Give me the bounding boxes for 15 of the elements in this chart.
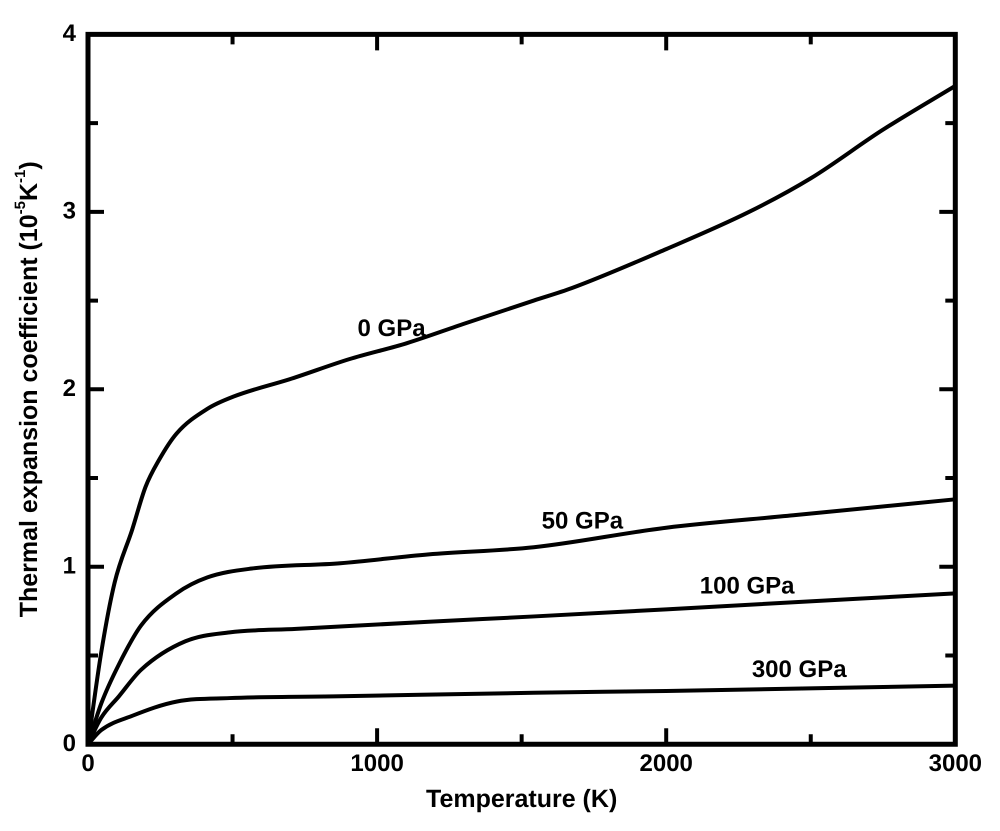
series-label: 0 GPa [358,315,426,342]
x-tick-label: 0 [81,750,95,778]
x-tick-label: 2000 [640,750,693,778]
x-axis-title: Temperature (K) [426,784,618,813]
y-tick-label: 1 [62,552,76,580]
series-label: 300 GPa [752,656,848,684]
series-label: 100 GPa [700,572,796,600]
x-tick-label: 3000 [928,750,982,778]
y-tick-label: 2 [62,374,76,402]
y-axis-title: Thermal expansion coefficient (10-5K-1) [12,161,43,618]
y-tick-label: 3 [62,197,76,224]
x-tick-label: 1000 [350,750,404,778]
y-tick-label: 0 [62,730,76,757]
y-tick-label: 4 [62,20,77,48]
series-label: 50 GPa [542,508,624,535]
